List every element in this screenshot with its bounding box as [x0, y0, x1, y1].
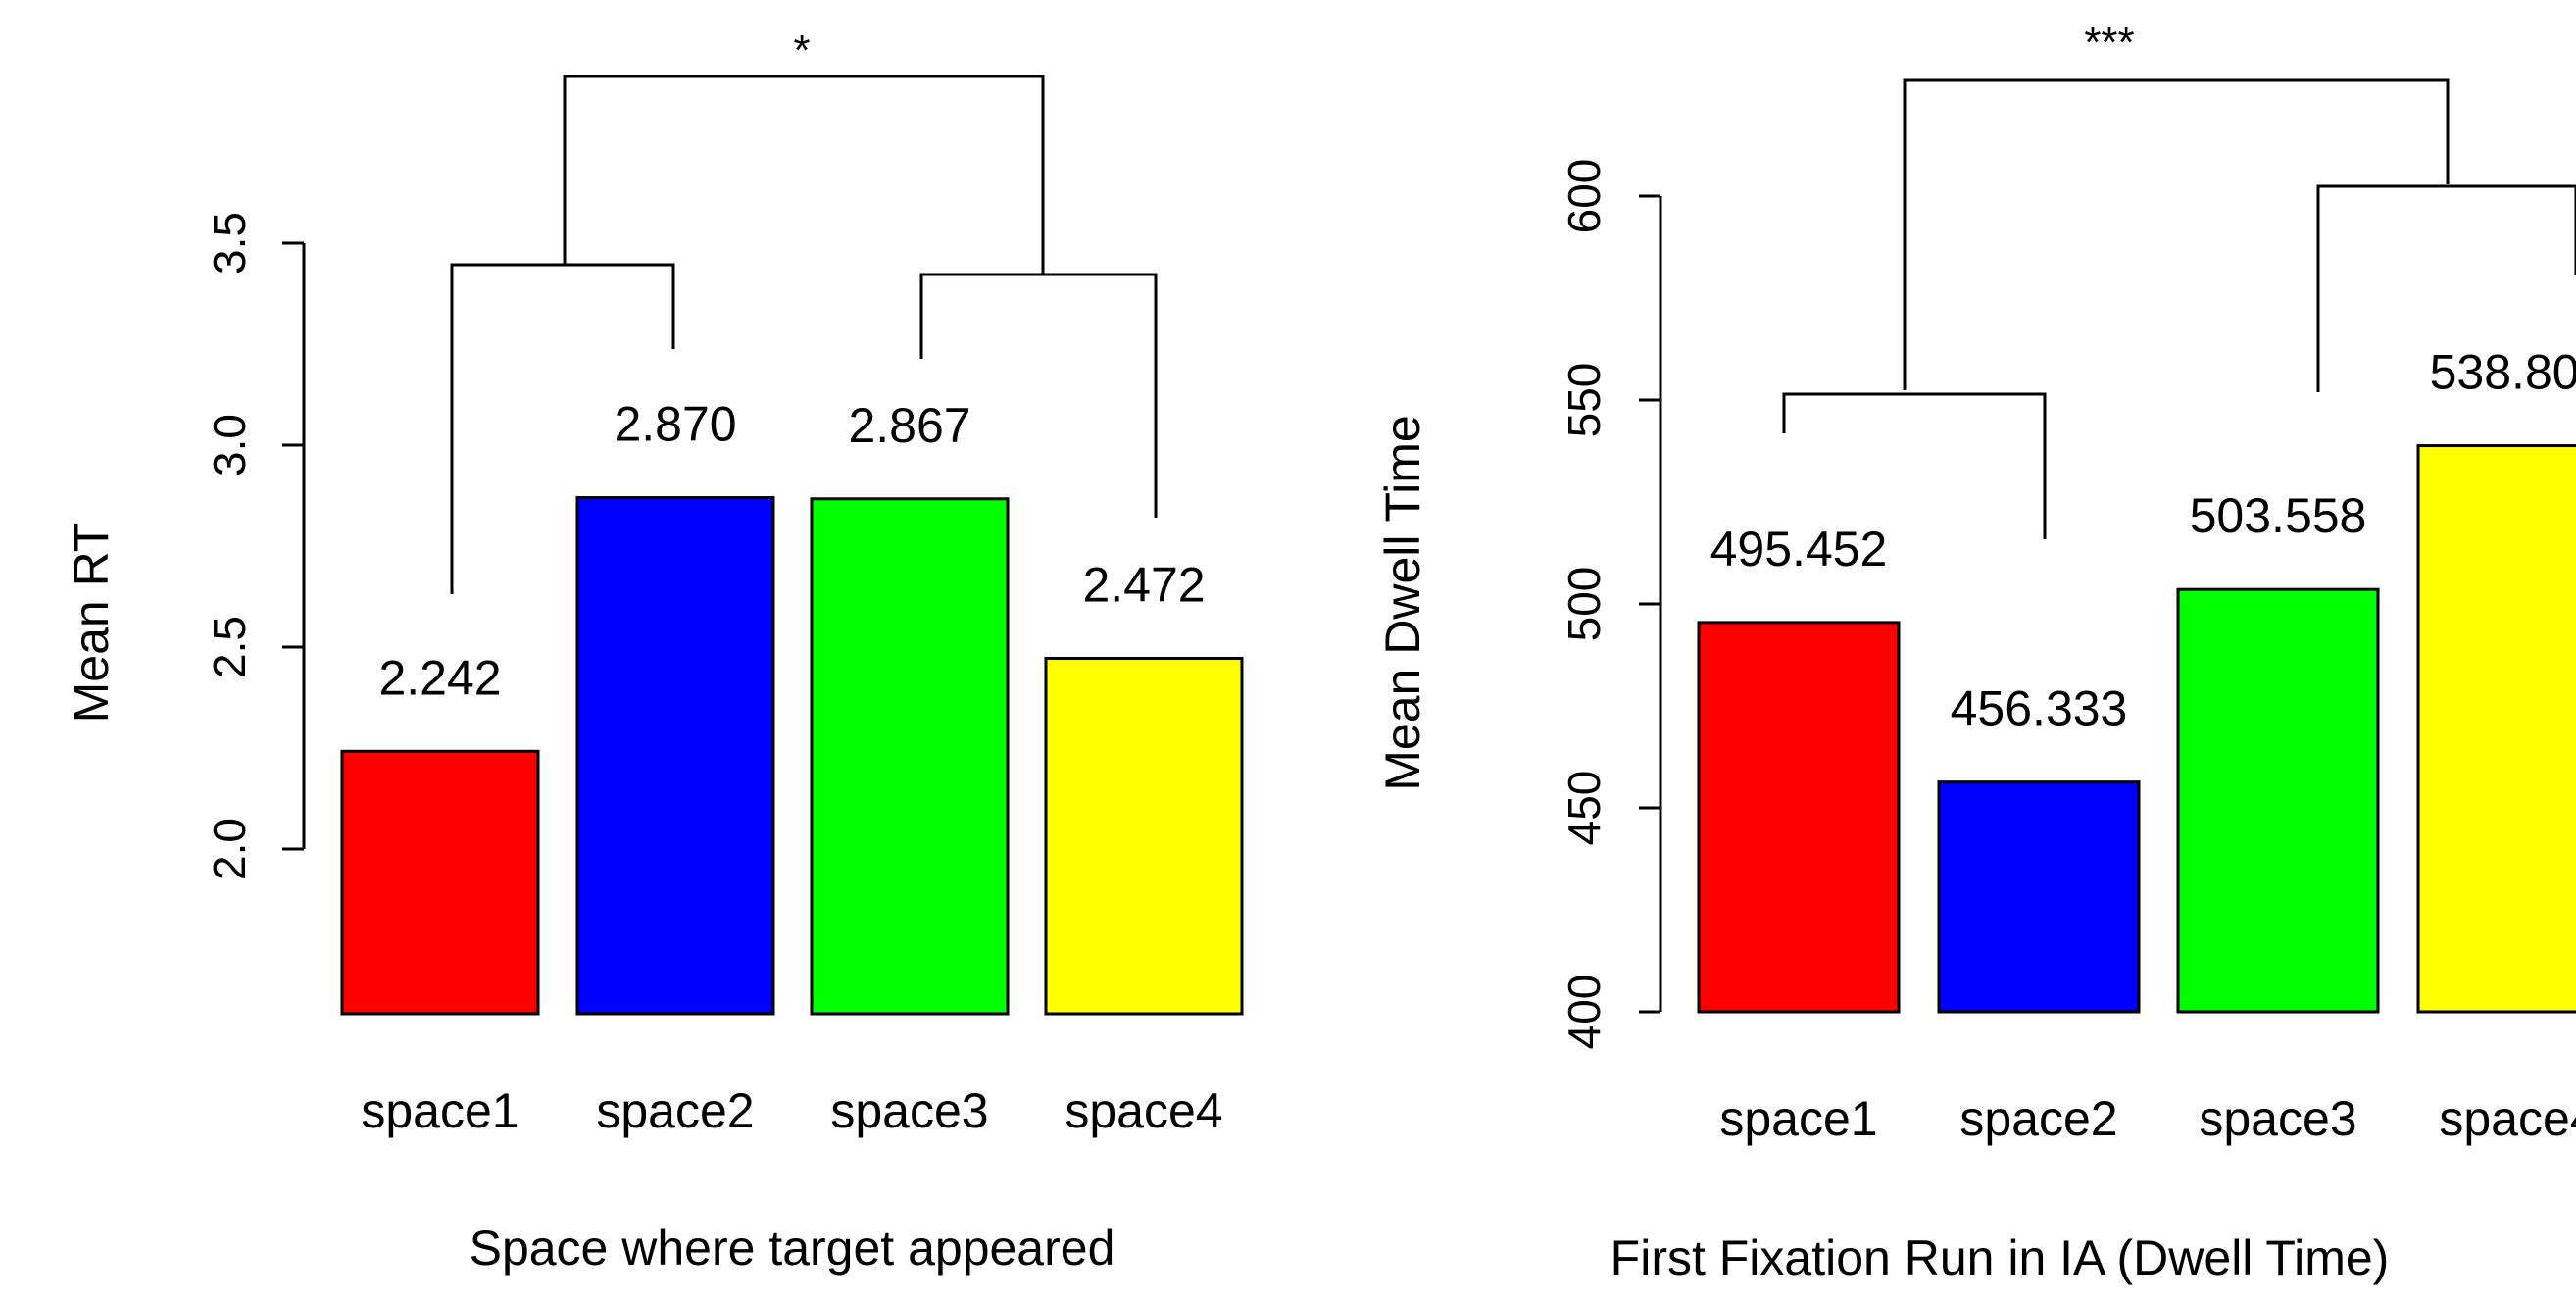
value-label-space1: 495.452 [1710, 522, 1888, 576]
category-label-space3: space3 [830, 1083, 988, 1138]
significance-bracket-right [2316, 184, 2576, 392]
bar-space4 [2416, 444, 2576, 1014]
value-label-space2: 2.870 [614, 397, 736, 452]
y-tick-label: 2.5 [204, 616, 255, 678]
significance-bracket-left [1782, 392, 2047, 539]
x-axis-label: Space where target appeared [470, 1221, 1115, 1276]
category-label-space2: space2 [596, 1083, 754, 1138]
y-tick-label: 450 [1559, 771, 1610, 846]
y-axis-label: Mean Dwell Time [1375, 415, 1430, 790]
bar-space1 [1697, 621, 1901, 1014]
value-label-space4: 2.472 [1082, 558, 1205, 613]
significance-bracket-right [919, 273, 1158, 518]
bar-space3 [2176, 587, 2380, 1014]
y-tick-label: 550 [1559, 363, 1610, 438]
y-tick-label: 3.5 [204, 212, 255, 275]
bar-space1 [340, 749, 540, 1016]
bar-space4 [1044, 657, 1244, 1016]
y-tick-label: 600 [1559, 159, 1610, 234]
value-label-space4: 538.806 [2430, 345, 2576, 400]
value-label-space2: 456.333 [1951, 681, 2128, 736]
category-label-space2: space2 [1959, 1091, 2117, 1146]
category-label-space4: space4 [1065, 1083, 1222, 1138]
bar-space2 [1937, 780, 2141, 1014]
chart-mean-rt: 2.242 space1 2.870 space2 2.867 space3 2.472 sp… [64, 26, 1244, 1276]
value-label-space3: 503.558 [2190, 488, 2367, 543]
chart-mean-dwell-time: 495.452 space1 456.333 space2 503.558 space3 5… [1375, 19, 2576, 1285]
category-label-space1: space1 [1719, 1091, 1877, 1146]
significance-bracket-top [563, 75, 1045, 275]
y-tick-label: 500 [1559, 567, 1610, 642]
significance-label: *** [2084, 19, 2134, 67]
value-label-space1: 2.242 [378, 650, 501, 705]
significance-bracket-top [1903, 78, 2450, 390]
category-label-space1: space1 [361, 1083, 519, 1138]
y-axis-label: Mean RT [64, 523, 119, 724]
significance-bracket-left [450, 263, 675, 594]
significance-label: * [793, 26, 810, 75]
x-axis-label: First Fixation Run in IA (Dwell Time) [1610, 1230, 2390, 1285]
y-tick-label: 3.0 [204, 414, 255, 476]
bar-space3 [810, 497, 1010, 1016]
value-label-space3: 2.867 [848, 398, 970, 453]
category-label-space3: space3 [2199, 1091, 2356, 1146]
bar-space2 [575, 496, 775, 1016]
y-tick-label: 2.0 [204, 818, 255, 880]
y-tick-label: 400 [1559, 975, 1610, 1050]
category-label-space4: space4 [2439, 1091, 2576, 1146]
